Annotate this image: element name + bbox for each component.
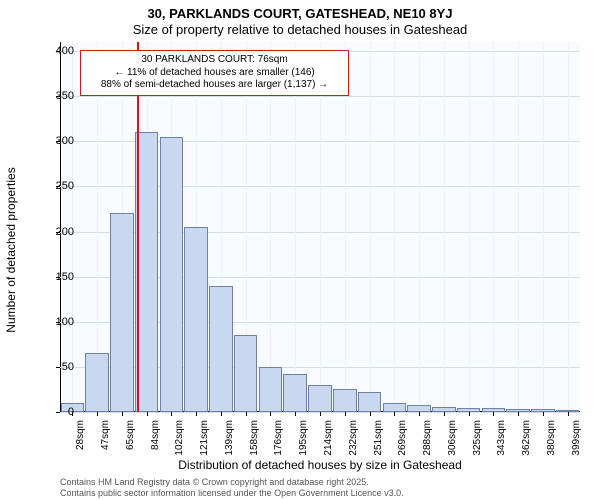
annotation-box: 30 PARKLANDS COURT: 76sqm← 11% of detach… [80,50,349,96]
xtick-label: 195sqm [298,420,309,465]
xtick-label: 214sqm [323,420,334,465]
histogram-bar [308,385,332,412]
histogram-bar [383,403,407,412]
gridline-v [345,42,346,412]
xtick-label: 65sqm [125,420,136,465]
chart-title-line1: 30, PARKLANDS COURT, GATESHEAD, NE10 8YJ [0,6,600,21]
xtick-label: 380sqm [546,420,557,465]
xtick-mark [171,412,172,416]
histogram-bar [556,410,580,412]
xtick-label: 84sqm [150,420,161,465]
histogram-bar [259,367,283,412]
annotation-line: 88% of semi-detached houses are larger (… [87,79,342,92]
histogram-bar [209,286,233,412]
xtick-label: 47sqm [100,420,111,465]
gridline-v [295,42,296,412]
property-marker-line [137,42,139,412]
xtick-label: 306sqm [447,420,458,465]
xtick-label: 288sqm [422,420,433,465]
footnote-line2: Contains public sector information licen… [60,488,590,498]
xtick-mark [493,412,494,416]
gridline-v [469,42,470,412]
xtick-label: 362sqm [521,420,532,465]
footnote: Contains HM Land Registry data © Crown c… [60,477,590,498]
xtick-mark [270,412,271,416]
ytick-label: 400 [34,45,74,57]
xtick-mark [295,412,296,416]
xtick-label: 102sqm [174,420,185,465]
histogram-bar [482,408,506,412]
ytick-label: 0 [34,406,74,418]
gridline-v [543,42,544,412]
xtick-mark [543,412,544,416]
xtick-mark [221,412,222,416]
xtick-label: 343sqm [496,420,507,465]
gridline-v [568,42,569,412]
xtick-label: 28sqm [75,420,86,465]
ytick-label: 50 [34,361,74,373]
chart-container: 30, PARKLANDS COURT, GATESHEAD, NE10 8YJ… [0,0,600,500]
annotation-line: ← 11% of detached houses are smaller (14… [87,67,342,80]
xtick-mark [419,412,420,416]
xtick-mark [568,412,569,416]
histogram-bar [283,374,307,412]
histogram-bar [160,137,184,412]
y-axis-label: Number of detached properties [4,0,24,460]
xtick-mark [147,412,148,416]
gridline-v [518,42,519,412]
xtick-mark [345,412,346,416]
histogram-bar [234,335,258,412]
ytick-label: 300 [34,135,74,147]
histogram-bar [531,409,555,412]
plot-area [60,42,580,412]
xtick-mark [196,412,197,416]
histogram-bar [333,389,357,412]
xtick-mark [122,412,123,416]
xtick-label: 269sqm [397,420,408,465]
gridline-v [419,42,420,412]
xtick-mark [97,412,98,416]
xtick-label: 176sqm [273,420,284,465]
xtick-label: 251sqm [373,420,384,465]
ytick-label: 350 [34,90,74,102]
histogram-bar [506,409,530,412]
gridline-v [270,42,271,412]
annotation-line: 30 PARKLANDS COURT: 76sqm [87,54,342,67]
histogram-bar [358,392,382,412]
xtick-label: 399sqm [571,420,582,465]
ytick-label: 200 [34,226,74,238]
xtick-label: 158sqm [249,420,260,465]
xtick-mark [370,412,371,416]
gridline-v [370,42,371,412]
gridline-v [444,42,445,412]
xtick-mark [246,412,247,416]
ytick-label: 150 [34,271,74,283]
ytick-label: 250 [34,180,74,192]
histogram-bar [110,213,134,412]
footnote-line1: Contains HM Land Registry data © Crown c… [60,477,590,487]
xtick-mark [469,412,470,416]
xtick-label: 232sqm [348,420,359,465]
ytick-label: 100 [34,316,74,328]
histogram-bar [432,407,456,412]
xtick-mark [518,412,519,416]
xtick-mark [320,412,321,416]
gridline-v [493,42,494,412]
histogram-bar [457,408,481,413]
xtick-label: 325sqm [472,420,483,465]
xtick-label: 139sqm [224,420,235,465]
gridline-v [320,42,321,412]
histogram-bar [184,227,208,412]
xtick-label: 121sqm [199,420,210,465]
histogram-bar [407,405,431,412]
xtick-mark [444,412,445,416]
gridline-v [394,42,395,412]
chart-title-line2: Size of property relative to detached ho… [0,22,600,37]
histogram-bar [85,353,109,412]
xtick-mark [394,412,395,416]
